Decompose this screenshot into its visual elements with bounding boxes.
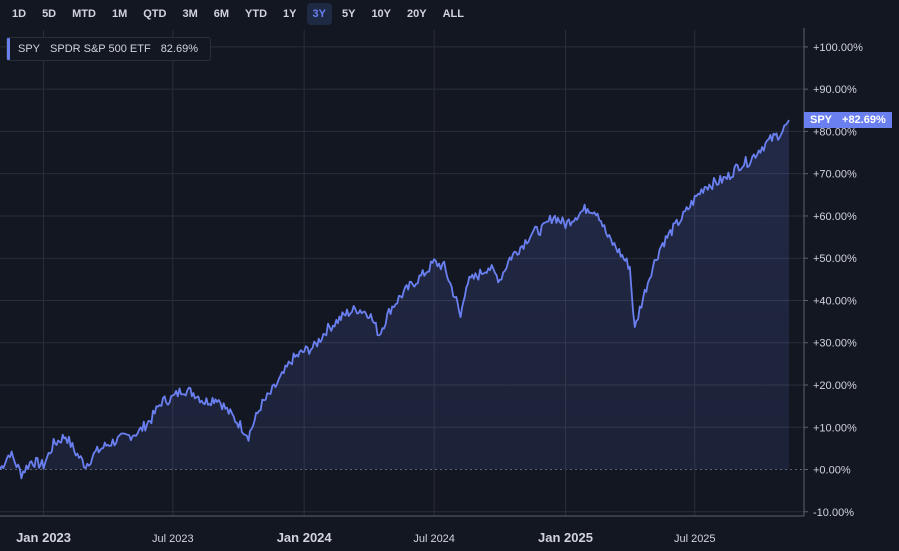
range-button-mtd[interactable]: MTD [72, 8, 96, 20]
series-line-spy [0, 119, 790, 480]
range-button-ytd[interactable]: YTD [245, 8, 268, 20]
y-tick-label: +100.00% [813, 42, 863, 54]
x-tick-label: Jan 2025 [538, 530, 593, 545]
range-button-6m[interactable]: 6M [213, 8, 230, 20]
x-axis: Jan 2023 Jul 2023 Jan 2024 Jul 2024 Jan 2025… [0, 515, 804, 545]
range-toolbar: 1D 5D MTD 1M QTD 3M 6M YTD 1Y 3Y 5Y 10Y 20Y ALL [0, 0, 899, 28]
series-legend[interactable]: SPY SPDR S&P 500 ETF 82.69% [6, 37, 211, 61]
legend-value: 82.69% [160, 43, 198, 55]
y-tick-label: +40.00% [813, 295, 857, 307]
y-tick-label: -10.00% [813, 507, 854, 519]
y-tick-label: +90.00% [813, 84, 857, 96]
y-tick-label: +70.00% [813, 169, 857, 181]
legend-name: SPDR S&P 500 ETF [50, 43, 151, 55]
range-button-3y[interactable]: 3Y [306, 3, 332, 25]
range-button-1y[interactable]: 1Y [283, 8, 297, 20]
y-tick-label: +80.00% [813, 126, 857, 138]
x-tick-label: Jul 2023 [152, 533, 194, 545]
range-button-qtd[interactable]: QTD [143, 8, 167, 20]
series-area-spy [0, 120, 789, 479]
range-button-20y[interactable]: 20Y [407, 8, 427, 20]
y-tick-label: +20.00% [813, 380, 857, 392]
chart-area[interactable]: -10.00% +0.00% +10.00% +20.00% +30.00% +40.00… [0, 28, 899, 551]
x-tick-label: Jul 2025 [674, 533, 716, 545]
last-value-badge: SPY +82.69% [804, 112, 892, 129]
x-tick-label: Jan 2023 [16, 530, 71, 545]
range-button-10y[interactable]: 10Y [371, 8, 392, 20]
range-button-3m[interactable]: 3M [182, 8, 198, 20]
x-tick-label: Jan 2024 [277, 530, 333, 545]
range-button-5y[interactable]: 5Y [341, 8, 356, 20]
y-tick-label: +30.00% [813, 338, 857, 350]
range-button-1d[interactable]: 1D [12, 8, 27, 20]
range-button-all[interactable]: ALL [442, 8, 464, 20]
legend-color-swatch [7, 38, 10, 60]
y-tick-label: +50.00% [813, 253, 857, 265]
legend-symbol: SPY [18, 43, 41, 55]
y-axis: -10.00% +0.00% +10.00% +20.00% +30.00% +40.00… [803, 28, 863, 519]
range-button-1m[interactable]: 1M [111, 8, 128, 20]
y-tick-label: +60.00% [813, 211, 857, 223]
y-tick-label: +10.00% [813, 422, 857, 434]
plot [0, 119, 790, 480]
range-button-5d[interactable]: 5D [42, 8, 57, 20]
x-tick-label: Jul 2024 [413, 533, 455, 545]
badge-value: +82.69% [842, 114, 886, 127]
y-tick-label: +0.00% [813, 465, 851, 477]
badge-symbol: SPY [810, 114, 833, 127]
